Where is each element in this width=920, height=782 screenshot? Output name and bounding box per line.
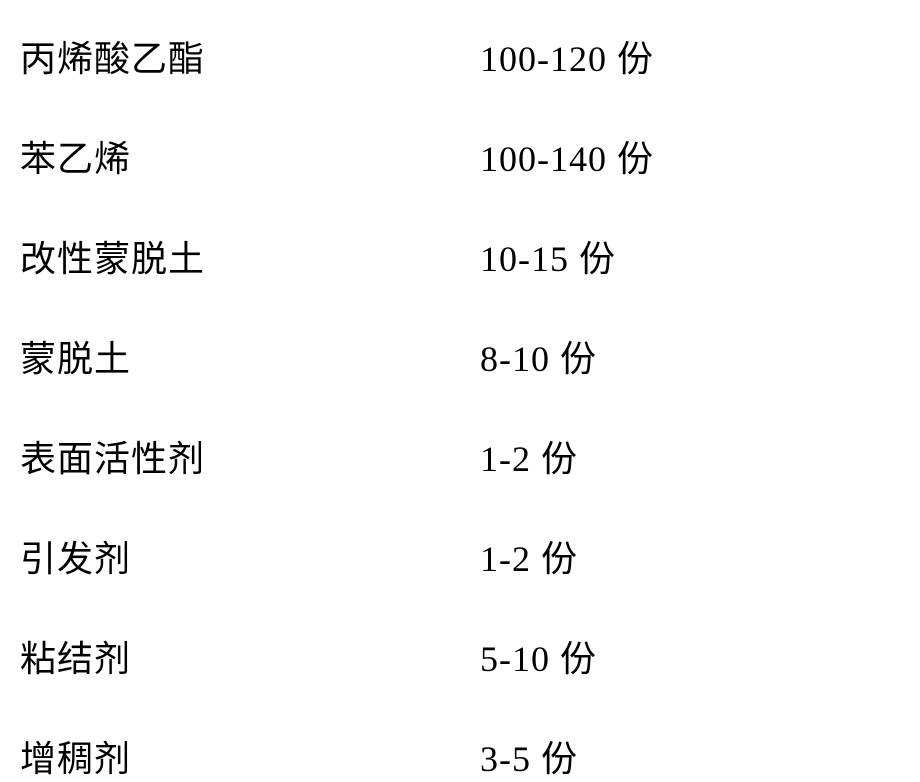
ingredient-amount: 8-10 份 xyxy=(480,330,597,382)
composition-row: 改性蒙脱土 10-15 份 xyxy=(20,230,900,282)
composition-row: 丙烯酸乙酯 100-120 份 xyxy=(20,30,900,82)
ingredient-amount: 1-2 份 xyxy=(480,430,578,482)
ingredient-amount: 5-10 份 xyxy=(480,630,597,682)
composition-row: 粘结剂 5-10 份 xyxy=(20,630,900,682)
composition-row: 苯乙烯 100-140 份 xyxy=(20,130,900,182)
ingredient-amount: 100-140 份 xyxy=(480,130,654,182)
ingredient-name: 引发剂 xyxy=(20,530,480,582)
composition-row: 蒙脱土 8-10 份 xyxy=(20,330,900,382)
ingredient-name: 苯乙烯 xyxy=(20,130,480,182)
ingredient-name: 表面活性剂 xyxy=(20,430,480,482)
ingredient-name: 丙烯酸乙酯 xyxy=(20,30,480,82)
composition-row: 表面活性剂 1-2 份 xyxy=(20,430,900,482)
ingredient-amount: 100-120 份 xyxy=(480,30,654,82)
ingredient-amount: 10-15 份 xyxy=(480,230,616,282)
ingredient-name: 粘结剂 xyxy=(20,630,480,682)
ingredient-amount: 1-2 份 xyxy=(480,530,578,582)
composition-row: 增稠剂 3-5 份 xyxy=(20,730,900,782)
ingredient-amount: 3-5 份 xyxy=(480,730,578,782)
ingredient-name: 增稠剂 xyxy=(20,730,480,782)
composition-table: 丙烯酸乙酯 100-120 份 苯乙烯 100-140 份 改性蒙脱土 10-1… xyxy=(20,30,900,782)
ingredient-name: 蒙脱土 xyxy=(20,330,480,382)
composition-row: 引发剂 1-2 份 xyxy=(20,530,900,582)
ingredient-name: 改性蒙脱土 xyxy=(20,230,480,282)
